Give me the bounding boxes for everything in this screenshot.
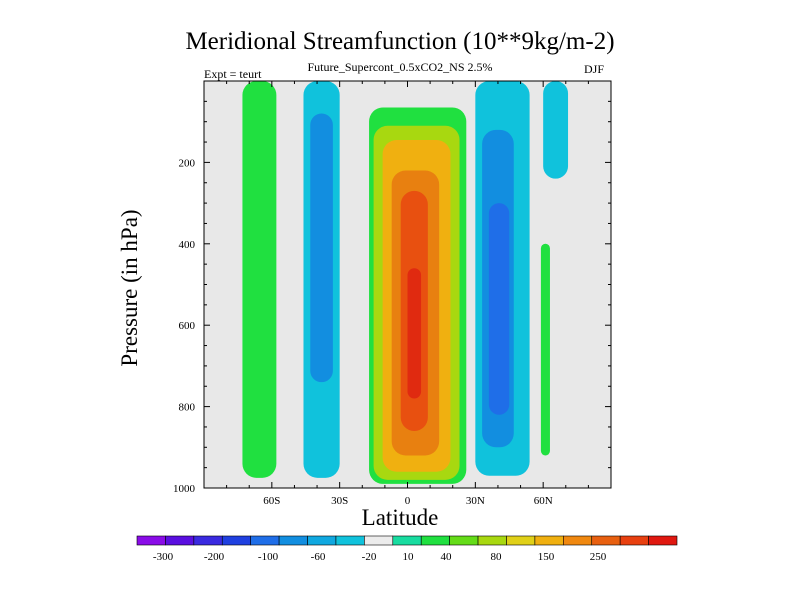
colorbar-box	[619, 535, 649, 546]
contour-nh-negative-cell-c	[488, 203, 510, 415]
x-axis-label: Latitude	[361, 505, 439, 530]
colorbar-label: -100	[258, 551, 279, 563]
experiment-annotation: Expt = teurt	[204, 67, 262, 81]
y-tick-label: 200	[179, 157, 196, 169]
colorbar: -300 -200 -100 -60 -20 10 40 80 150 250	[136, 535, 678, 563]
contour-polar-negative-strip	[543, 81, 569, 179]
chart-subtitle: Future_Supercont_0.5xCO2_NS 2.5%	[307, 60, 493, 74]
x-tick-label: 60N	[534, 495, 553, 507]
x-tick-label: 30N	[466, 495, 485, 507]
colorbar-box	[193, 535, 223, 546]
y-tick-label: 400	[179, 239, 196, 251]
colorbar-box	[477, 535, 507, 546]
colorbar-box	[136, 535, 166, 546]
colorbar-box	[165, 535, 195, 546]
contour-fields	[242, 81, 569, 484]
colorbar-box	[506, 535, 536, 546]
colorbar-label: -300	[153, 551, 174, 563]
colorbar-box	[278, 535, 308, 546]
colorbar-box	[364, 535, 394, 546]
y-tick-label: 600	[179, 320, 196, 332]
y-tick-label: 1000	[173, 483, 196, 495]
colorbar-box	[563, 535, 593, 546]
axis-ticks: 60S 30S 0 30N 60N 200 400 600 800 1000	[173, 81, 611, 507]
colorbar-box	[534, 535, 564, 546]
colorbar-box	[307, 535, 337, 546]
chart-title: Meridional Streamfunction (10**9kg/m-2)	[185, 28, 615, 55]
x-tick-label: 0	[405, 495, 411, 507]
season-annotation: DJF	[584, 62, 605, 76]
colorbar-box	[648, 535, 678, 546]
colorbar-label: 40	[441, 551, 453, 563]
colorbar-label: -200	[204, 551, 225, 563]
colorbar-label: 150	[538, 551, 555, 563]
x-tick-label: 60S	[263, 495, 280, 507]
colorbar-box	[449, 535, 479, 546]
contour-sh-positive-cell	[242, 81, 277, 478]
colorbar-box	[591, 535, 621, 546]
y-tick-label: 800	[179, 402, 196, 414]
colorbar-box	[250, 535, 280, 546]
colorbar-box	[420, 535, 450, 546]
colorbar-box	[221, 535, 251, 546]
colorbar-label: 10	[403, 551, 415, 563]
contour-trop-cell-max	[407, 268, 422, 399]
x-tick-label: 30S	[331, 495, 348, 507]
colorbar-label: -60	[311, 551, 326, 563]
contour-sh-negative-cell-b	[310, 113, 333, 383]
colorbar-label: -20	[362, 551, 377, 563]
colorbar-box	[392, 535, 422, 546]
colorbar-label: 80	[491, 551, 503, 563]
colorbar-box	[335, 535, 365, 546]
colorbar-label: 250	[590, 551, 607, 563]
contour-polar-positive-strip	[540, 243, 550, 456]
